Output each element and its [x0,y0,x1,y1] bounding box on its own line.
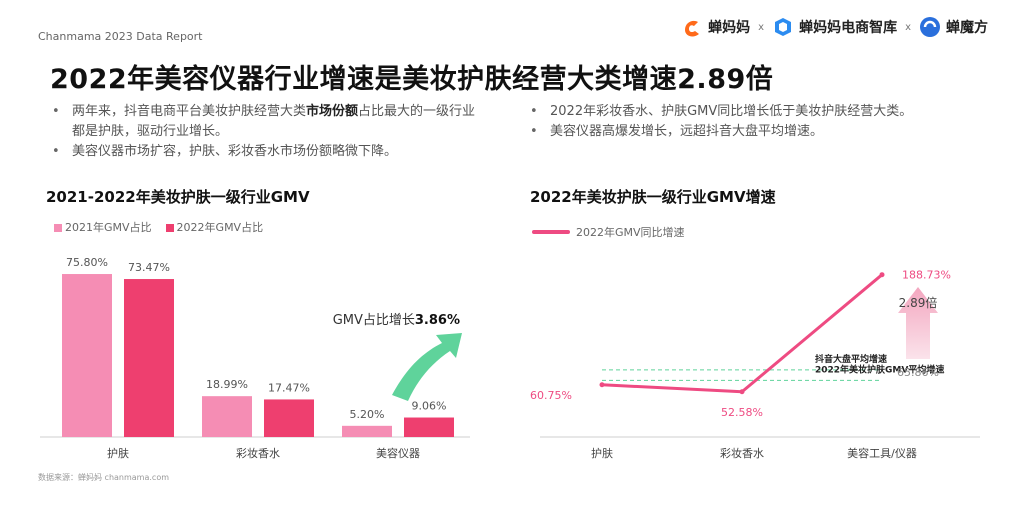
data-label: 9.06% [412,400,447,413]
x-tick-label: 彩妆香水 [720,447,764,460]
legend-item-2021: 2021年GMV占比 [54,219,152,235]
bar-chart-legend: 2021年GMV占比 2022年GMV占比 [54,219,263,235]
ratio-annotation: 2.89倍 [899,295,938,310]
bullet-text: 占比最大的一级行业都是护肤，驱动行业增长。 [72,104,476,139]
think-tank-logo-text: 蝉妈妈电商智库 [799,20,898,36]
x-tick-label: 护肤 [591,446,613,460]
think-tank-logo-icon [775,18,792,36]
x-tick-label: 美容仪器 [376,446,420,460]
data-label: 60.75% [530,389,572,402]
up-arrow-icon [898,287,938,359]
data-label: 18.99% [206,378,248,391]
bullet-item: 两年来，抖音电商平台美妆护肤经营大类市场份额占比最大的一级行业都是护肤，驱动行业… [52,102,482,142]
legend-label: 2022年GMV占比 [176,221,264,234]
bar [342,425,392,437]
data-label: 73.47% [128,261,170,274]
legend-item-2022: 2022年GMV占比 [165,219,264,235]
annotation-value: 3.86% [415,313,460,328]
chanmama-think-tank-logo: 蝉妈妈电商智库 [772,16,897,38]
logo-bar: 蝉妈妈 x 蝉妈妈电商智库 x 蝉魔方 [681,16,988,38]
bar [404,417,454,437]
logo-separator: x [758,21,765,33]
bullet-text: 美容仪器高爆发增长，远超抖音大盘平均增速。 [550,124,824,139]
legend-label: 2022年GMV同比增速 [576,226,685,239]
x-tick-label: 护肤 [107,446,129,460]
bullet-bold-text: 市场份额 [306,104,359,119]
chanmofang-logo-icon [920,17,940,37]
data-point [599,382,605,388]
chanmama-logo-icon [685,20,700,37]
bullet-item: 美容仪器市场扩容，护肤、彩妆香水市场份额略微下降。 [52,142,482,162]
data-label: 5.20% [350,408,385,421]
annotation-text: GMV占比增长 [333,313,415,328]
data-label: 188.73% [902,269,951,282]
bar-chart: 75.80% 73.47% 护肤 18.99% 17.47% 彩妆香水 5.20% 9.06%… [40,256,470,460]
legend-line-swatch [532,230,570,234]
growth-arrow-shape [392,333,462,401]
legend-swatch [54,224,62,232]
logo-separator: x [905,21,911,33]
bullet-text: 两年来，抖音电商平台美妆护肤经营大类 [72,104,307,119]
report-label: Chanmama 2023 Data Report [38,30,203,43]
bullet-text: 美容仪器市场扩容，护肤、彩妆香水市场份额略微下降。 [72,144,398,159]
x-tick-label: 彩妆香水 [236,447,280,460]
chanmama-logo: 蝉妈妈 [681,16,750,38]
data-point [739,389,745,395]
x-tick-label: 美容工具/仪器 [847,446,917,460]
base-annotation: 65.86% [897,366,939,379]
bar [62,274,112,437]
bar [202,396,252,437]
data-label: 75.80% [66,256,108,269]
bar-chart-title: 2021-2022年美妆护肤一级行业GMV [46,188,310,206]
reference-line-label: 抖音大盘平均增速 [815,353,887,365]
bullet-text: 2022年彩妆香水、护肤GMV同比增长低于美妆护肤经营大类。 [550,104,913,119]
bullet-item: 2022年彩妆香水、护肤GMV同比增长低于美妆护肤经营大类。 [530,102,980,122]
legend-swatch [165,224,174,232]
bullets-right: 2022年彩妆香水、护肤GMV同比增长低于美妆护肤经营大类。 美容仪器高爆发增长… [530,102,980,142]
legend-label: 2021年GMV占比 [65,221,152,234]
chanmofang-logo-text: 蝉魔方 [946,20,988,36]
bar [264,399,314,437]
reference-line-label: 2022年美妆护肤GMV平均增速 [815,363,944,375]
bullets-left: 两年来，抖音电商平台美妆护肤经营大类市场份额占比最大的一级行业都是护肤，驱动行业… [52,102,482,162]
gmv-growth-annotation: GMV占比增长3.86% [333,313,460,328]
page-title: 2022年美容仪器行业增速是美妆护肤经营大类增速2.89倍 [50,64,774,95]
data-label: 17.47% [268,381,310,394]
data-label: 52.58% [721,406,763,419]
data-source-footer: 数据来源：蝉妈妈 chanmama.com [38,473,170,482]
chanmama-logo-text: 蝉妈妈 [708,20,751,36]
chanmofang-logo: 蝉魔方 [919,16,988,38]
bar [124,279,174,437]
line-chart-title: 2022年美妆护肤一级行业GMV增速 [530,188,776,206]
line-chart-legend: 2022年GMV同比增速 [532,224,685,240]
growth-arrow-icon [392,333,462,401]
bullet-item: 美容仪器高爆发增长，远超抖音大盘平均增速。 [530,122,980,142]
data-point [879,272,885,278]
